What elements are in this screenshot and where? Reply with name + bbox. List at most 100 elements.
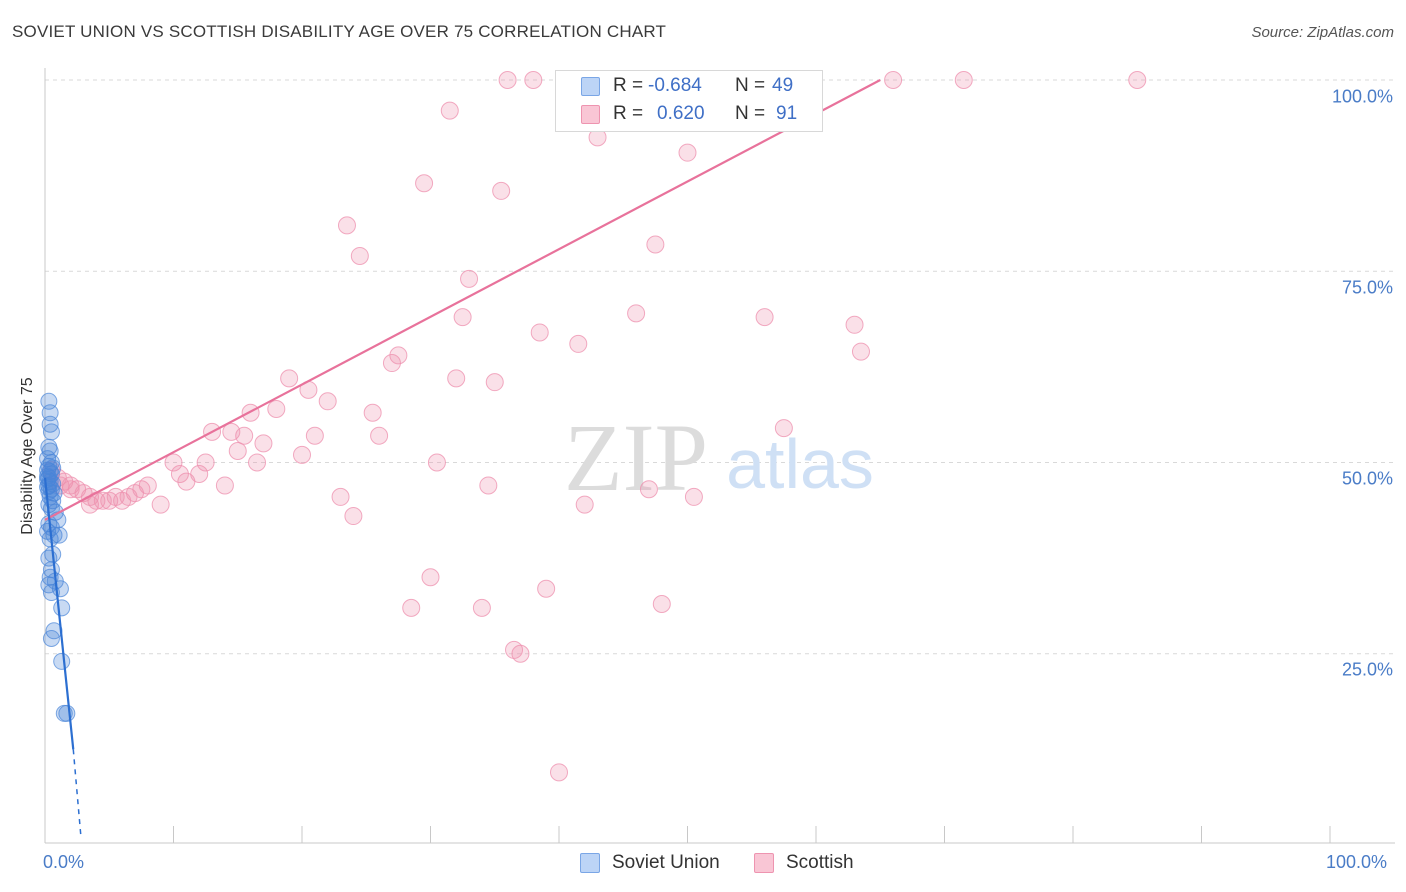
soviet-union-points xyxy=(39,392,76,722)
scottish-point xyxy=(151,495,170,514)
n-label: N = xyxy=(735,75,766,96)
r-label: R = xyxy=(613,103,644,124)
scottish-point xyxy=(498,71,517,89)
scottish-point xyxy=(293,445,311,464)
watermark-zip: ZIP xyxy=(564,404,708,511)
scottish-point xyxy=(164,453,183,472)
scottish-point xyxy=(402,598,421,617)
scottish-point xyxy=(453,308,472,327)
scottish-point xyxy=(954,71,973,89)
n-label: N = xyxy=(735,103,766,124)
x-tick-0: 0.0% xyxy=(43,852,85,872)
y-tick-75: 75.0% xyxy=(1341,277,1393,298)
watermark: ZIP atlas xyxy=(564,404,874,511)
scottish-point xyxy=(530,323,549,342)
scottish-point xyxy=(331,487,350,506)
r-label: R = xyxy=(613,75,644,96)
scottish-point xyxy=(684,487,703,506)
soviet-union-point xyxy=(42,629,60,647)
scottish-point xyxy=(344,507,363,526)
scottish-point xyxy=(170,464,189,483)
correlation-legend: R = -0.684 N = 49 R = 0.620 N = 91 xyxy=(555,70,823,132)
soviet-union-trend-line xyxy=(43,477,75,750)
scottish-point xyxy=(61,480,80,499)
soviet-union-point xyxy=(42,423,60,441)
scottish-point xyxy=(569,334,588,353)
scottish-point xyxy=(350,246,369,265)
scottish-point xyxy=(382,354,401,373)
scottish-point xyxy=(427,453,446,472)
soviet-union-swatch xyxy=(581,77,600,96)
soviet-union-trend-extension xyxy=(72,749,82,838)
axes xyxy=(44,68,1395,844)
scottish-point xyxy=(421,568,440,587)
scottish-point xyxy=(774,419,793,438)
scottish-point xyxy=(884,71,903,89)
scottish-point xyxy=(845,315,864,334)
scottish-point xyxy=(267,399,286,418)
scottish-point xyxy=(652,595,671,614)
source-label: Source: ZipAtlas.com xyxy=(1251,24,1394,41)
scottish-point xyxy=(248,453,267,472)
r-value: -0.684 xyxy=(648,75,702,96)
scottish-point xyxy=(524,71,543,89)
scottish-point xyxy=(138,476,157,495)
scottish-swatch xyxy=(581,105,600,124)
scottish-point xyxy=(228,442,247,461)
gridlines xyxy=(45,79,1395,655)
y-tick-100: 100.0% xyxy=(1331,86,1393,107)
soviet-union-point xyxy=(53,599,71,617)
scottish-point xyxy=(492,181,511,200)
scottish-point xyxy=(639,480,658,499)
soviet-union-point xyxy=(58,704,76,722)
scottish-point xyxy=(235,426,254,445)
scottish-point xyxy=(337,216,356,235)
soviet-union-legend-label: Soviet Union xyxy=(612,852,720,873)
soviet-union-point xyxy=(39,467,57,485)
scottish-point xyxy=(280,369,299,388)
n-value: 49 xyxy=(772,75,794,96)
scottish-point xyxy=(646,235,665,254)
scottish-point xyxy=(851,342,870,361)
soviet-union-point xyxy=(53,652,71,670)
scottish-point xyxy=(537,579,556,598)
scottish-point xyxy=(215,476,234,495)
scottish-point xyxy=(447,369,466,388)
scottish-point xyxy=(575,495,594,514)
scottish-trend-line xyxy=(44,79,881,521)
trend-lines xyxy=(43,79,881,838)
scottish-point xyxy=(415,174,434,193)
scottish-point xyxy=(113,491,132,510)
scottish-point xyxy=(370,426,389,445)
scottish-point xyxy=(485,373,504,392)
scottish-point xyxy=(305,426,324,445)
scottish-point xyxy=(440,101,459,120)
chart-title: SOVIET UNION VS SCOTTISH DISABILITY AGE … xyxy=(12,22,667,41)
scottish-legend-label: Scottish xyxy=(786,852,854,873)
y-tick-25: 25.0% xyxy=(1341,659,1393,680)
scottish-point xyxy=(678,143,697,162)
n-value: 91 xyxy=(776,103,798,124)
scottish-point xyxy=(190,464,209,483)
scottish-point xyxy=(511,644,530,663)
scottish-point xyxy=(196,453,215,472)
legend-row-scottish: R = 0.620 N = 91 xyxy=(556,101,822,129)
watermark-atlas: atlas xyxy=(726,425,874,503)
scottish-point xyxy=(472,598,491,617)
scottish-point xyxy=(254,434,273,453)
legend-row-soviet-union: R = -0.684 N = 49 xyxy=(556,73,822,101)
r-value: 0.620 xyxy=(657,103,705,124)
scottish-point xyxy=(93,491,112,510)
scottish-point xyxy=(1128,71,1147,89)
scottish-legend-swatch xyxy=(754,853,774,873)
scottish-point xyxy=(363,403,382,422)
scottish-point xyxy=(550,763,568,782)
scottish-point xyxy=(460,269,479,288)
scottish-point xyxy=(479,476,498,495)
soviet-union-legend-swatch xyxy=(580,853,600,873)
scottish-point xyxy=(755,308,774,327)
scottish-point xyxy=(318,392,337,411)
soviet-union-point xyxy=(44,459,62,477)
y-tick-50: 50.0% xyxy=(1341,468,1393,489)
